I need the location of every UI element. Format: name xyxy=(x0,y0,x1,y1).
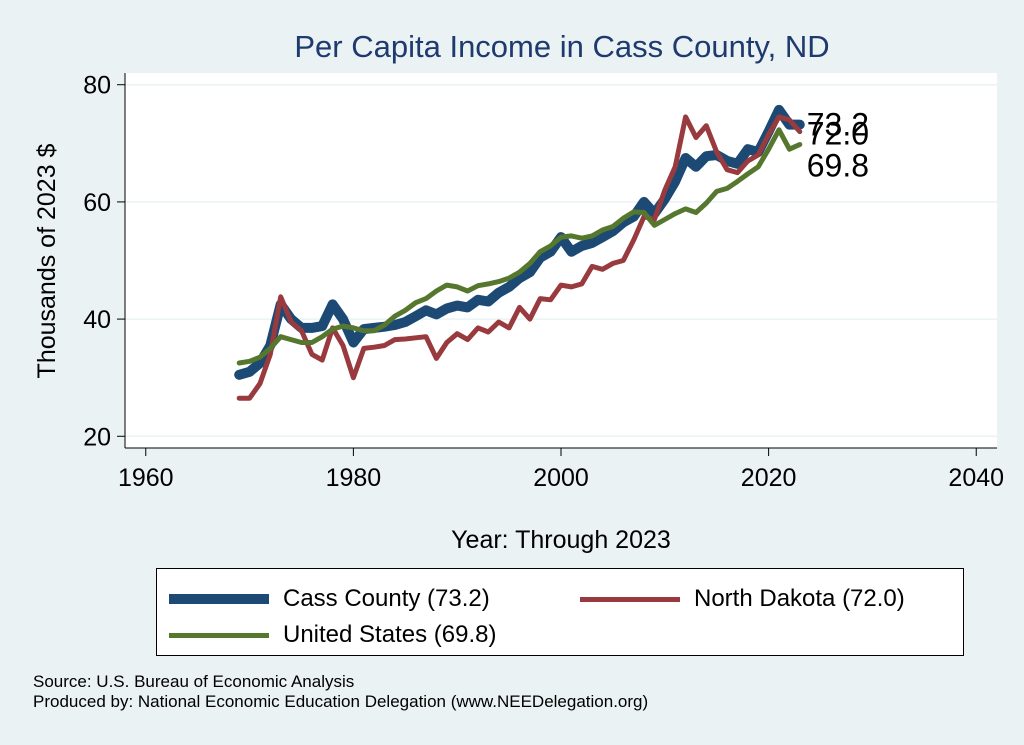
legend-item-cass-county: Cass County (73.2) xyxy=(169,585,490,613)
legend-label-north-dakota: North Dakota (72.0) xyxy=(694,585,905,612)
x-tick-label: 2000 xyxy=(533,464,589,492)
legend-item-united-states: United States (69.8) xyxy=(169,621,496,649)
legend: Cass County (73.2) North Dakota (72.0) U… xyxy=(156,568,964,656)
chart-title: Per Capita Income in Cass County, ND xyxy=(294,29,829,64)
legend-swatch-cass-county xyxy=(169,594,269,604)
y-tick-label: 60 xyxy=(83,189,111,217)
plot-area xyxy=(125,73,997,448)
legend-label-united-states: United States (69.8) xyxy=(283,621,497,648)
legend-swatch-united-states xyxy=(169,632,269,638)
y-tick-label: 20 xyxy=(83,423,111,451)
y-tick-label: 40 xyxy=(83,306,111,334)
legend-swatch-north-dakota xyxy=(580,596,680,602)
source-note: Source: U.S. Bureau of Economic Analysis xyxy=(33,672,355,691)
x-tick-label: 2020 xyxy=(741,464,797,492)
x-tick-label: 1960 xyxy=(118,464,174,492)
end-value-label: 72.0 xyxy=(807,116,869,152)
x-tick-label: 2040 xyxy=(948,464,1004,492)
y-axis-label: Thousands of 2023 $ xyxy=(33,143,61,378)
x-axis-label: Year: Through 2023 xyxy=(451,526,671,554)
x-tick-label: 1980 xyxy=(326,464,382,492)
legend-label-cass-county: Cass County (73.2) xyxy=(283,585,490,612)
end-value-label: 69.8 xyxy=(807,147,869,183)
legend-item-north-dakota: North Dakota (72.0) xyxy=(580,585,905,613)
series-line-united-states xyxy=(236,127,803,366)
end-value-label: 73.2 xyxy=(807,107,869,143)
y-tick-label: 80 xyxy=(83,72,111,100)
produced-by-note: Produced by: National Economic Education… xyxy=(33,692,649,711)
series-line-cass-county xyxy=(234,104,805,380)
